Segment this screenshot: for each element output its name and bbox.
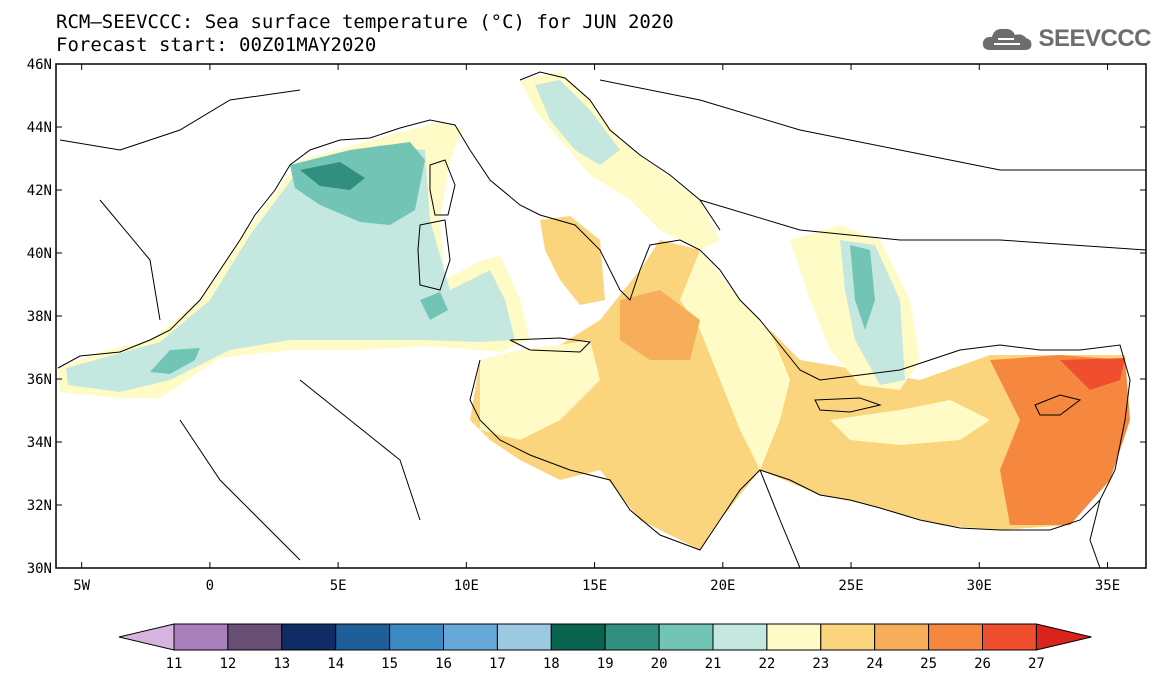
colorbar-label: 22: [758, 656, 775, 672]
colorbar-label: 13: [273, 656, 290, 672]
lon-label: 15E: [582, 578, 607, 594]
logo-text: SEEVCCC: [1038, 25, 1151, 52]
colorbar-labels: 11 12 13 14 15 16 17 18 19 20 21 22 23 24 25 26 27: [166, 656, 1045, 672]
colorbar-box: [658, 623, 714, 651]
colorbar-box: [496, 623, 552, 651]
colorbar-box: [712, 623, 768, 651]
lon-label: 10E: [454, 578, 479, 594]
colorbar-label: 21: [705, 656, 722, 672]
colorbar-label: 19: [597, 656, 614, 672]
lon-label: 35E: [1095, 578, 1120, 594]
colorbar-box: [604, 623, 660, 651]
lat-label: 40N: [27, 246, 52, 262]
colorbar-box: [389, 623, 445, 651]
lat-axis: 46N 44N 42N 40N 38N 36N 34N 32N 30N: [27, 57, 1146, 577]
colorbar-box: [928, 623, 983, 651]
lat-label: 46N: [27, 57, 52, 73]
colorbar-label: 16: [435, 656, 452, 672]
colorbar-box: [335, 623, 391, 651]
lon-label: 0: [206, 578, 214, 594]
lat-label: 42N: [27, 183, 52, 199]
colorbar-label: 17: [489, 656, 506, 672]
colorbar-box: [820, 623, 876, 651]
colorbar-box: [874, 623, 930, 651]
sst-region-western-basin: [58, 122, 530, 398]
sst-region-adriatic: [520, 72, 720, 250]
sst-map: 46N 44N 42N 40N 38N 36N 34N 32N 30N 5W 0 5E 10E 15E 2…: [27, 57, 1147, 594]
chart-title: RCM–SEEVCCC: Sea surface temperature (°C…: [56, 11, 674, 33]
lat-label: 32N: [27, 498, 52, 514]
colorbar-boxes: [118, 623, 1092, 651]
colorbar-box: [443, 623, 498, 651]
lon-label: 5E: [330, 578, 347, 594]
colorbar-label: 14: [327, 656, 344, 672]
colorbar: 11 12 13 14 15 16 17 18 19 20 21 22 23 24 25 26 27: [118, 623, 1092, 672]
colorbar-label: 24: [866, 656, 883, 672]
forecast-start-subtitle: Forecast start: 00Z01MAY2020: [56, 34, 377, 56]
colorbar-label: 15: [381, 656, 398, 672]
lon-label: 25E: [838, 578, 863, 594]
lat-label: 34N: [27, 435, 52, 451]
colorbar-under-triangle: [118, 623, 175, 651]
colorbar-label: 26: [974, 656, 991, 672]
sst-region-eastern-basin: [470, 240, 1130, 550]
colorbar-label: 12: [219, 656, 236, 672]
colorbar-label: 20: [651, 656, 668, 672]
colorbar-over-triangle: [1035, 623, 1092, 651]
colorbar-box: [227, 623, 283, 651]
coastlines: [57, 71, 1146, 568]
colorbar-box: [766, 623, 822, 651]
colorbar-label: 23: [812, 656, 829, 672]
lat-label: 38N: [27, 309, 52, 325]
colorbar-label: 18: [543, 656, 560, 672]
lat-label: 44N: [27, 120, 52, 136]
colorbar-box: [550, 623, 606, 651]
cloud-icon: [983, 28, 1032, 50]
lon-axis: 5W 0 5E 10E 15E 20E 25E 30E 35E: [73, 64, 1120, 594]
sst-region-tyrrhenian: [540, 216, 605, 305]
lat-label: 36N: [27, 372, 52, 388]
seevccc-logo: SEEVCCC: [980, 24, 1151, 54]
lon-label: 5W: [73, 578, 90, 594]
lat-label: 30N: [27, 561, 52, 577]
colorbar-box: [281, 623, 337, 651]
colorbar-box: [173, 623, 229, 651]
lon-label: 20E: [710, 578, 735, 594]
sst-region-aegean: [790, 225, 920, 390]
colorbar-label: 25: [920, 656, 937, 672]
colorbar-label: 11: [166, 656, 183, 672]
colorbar-label: 27: [1028, 656, 1045, 672]
lon-label: 30E: [967, 578, 992, 594]
colorbar-box: [982, 623, 1037, 651]
